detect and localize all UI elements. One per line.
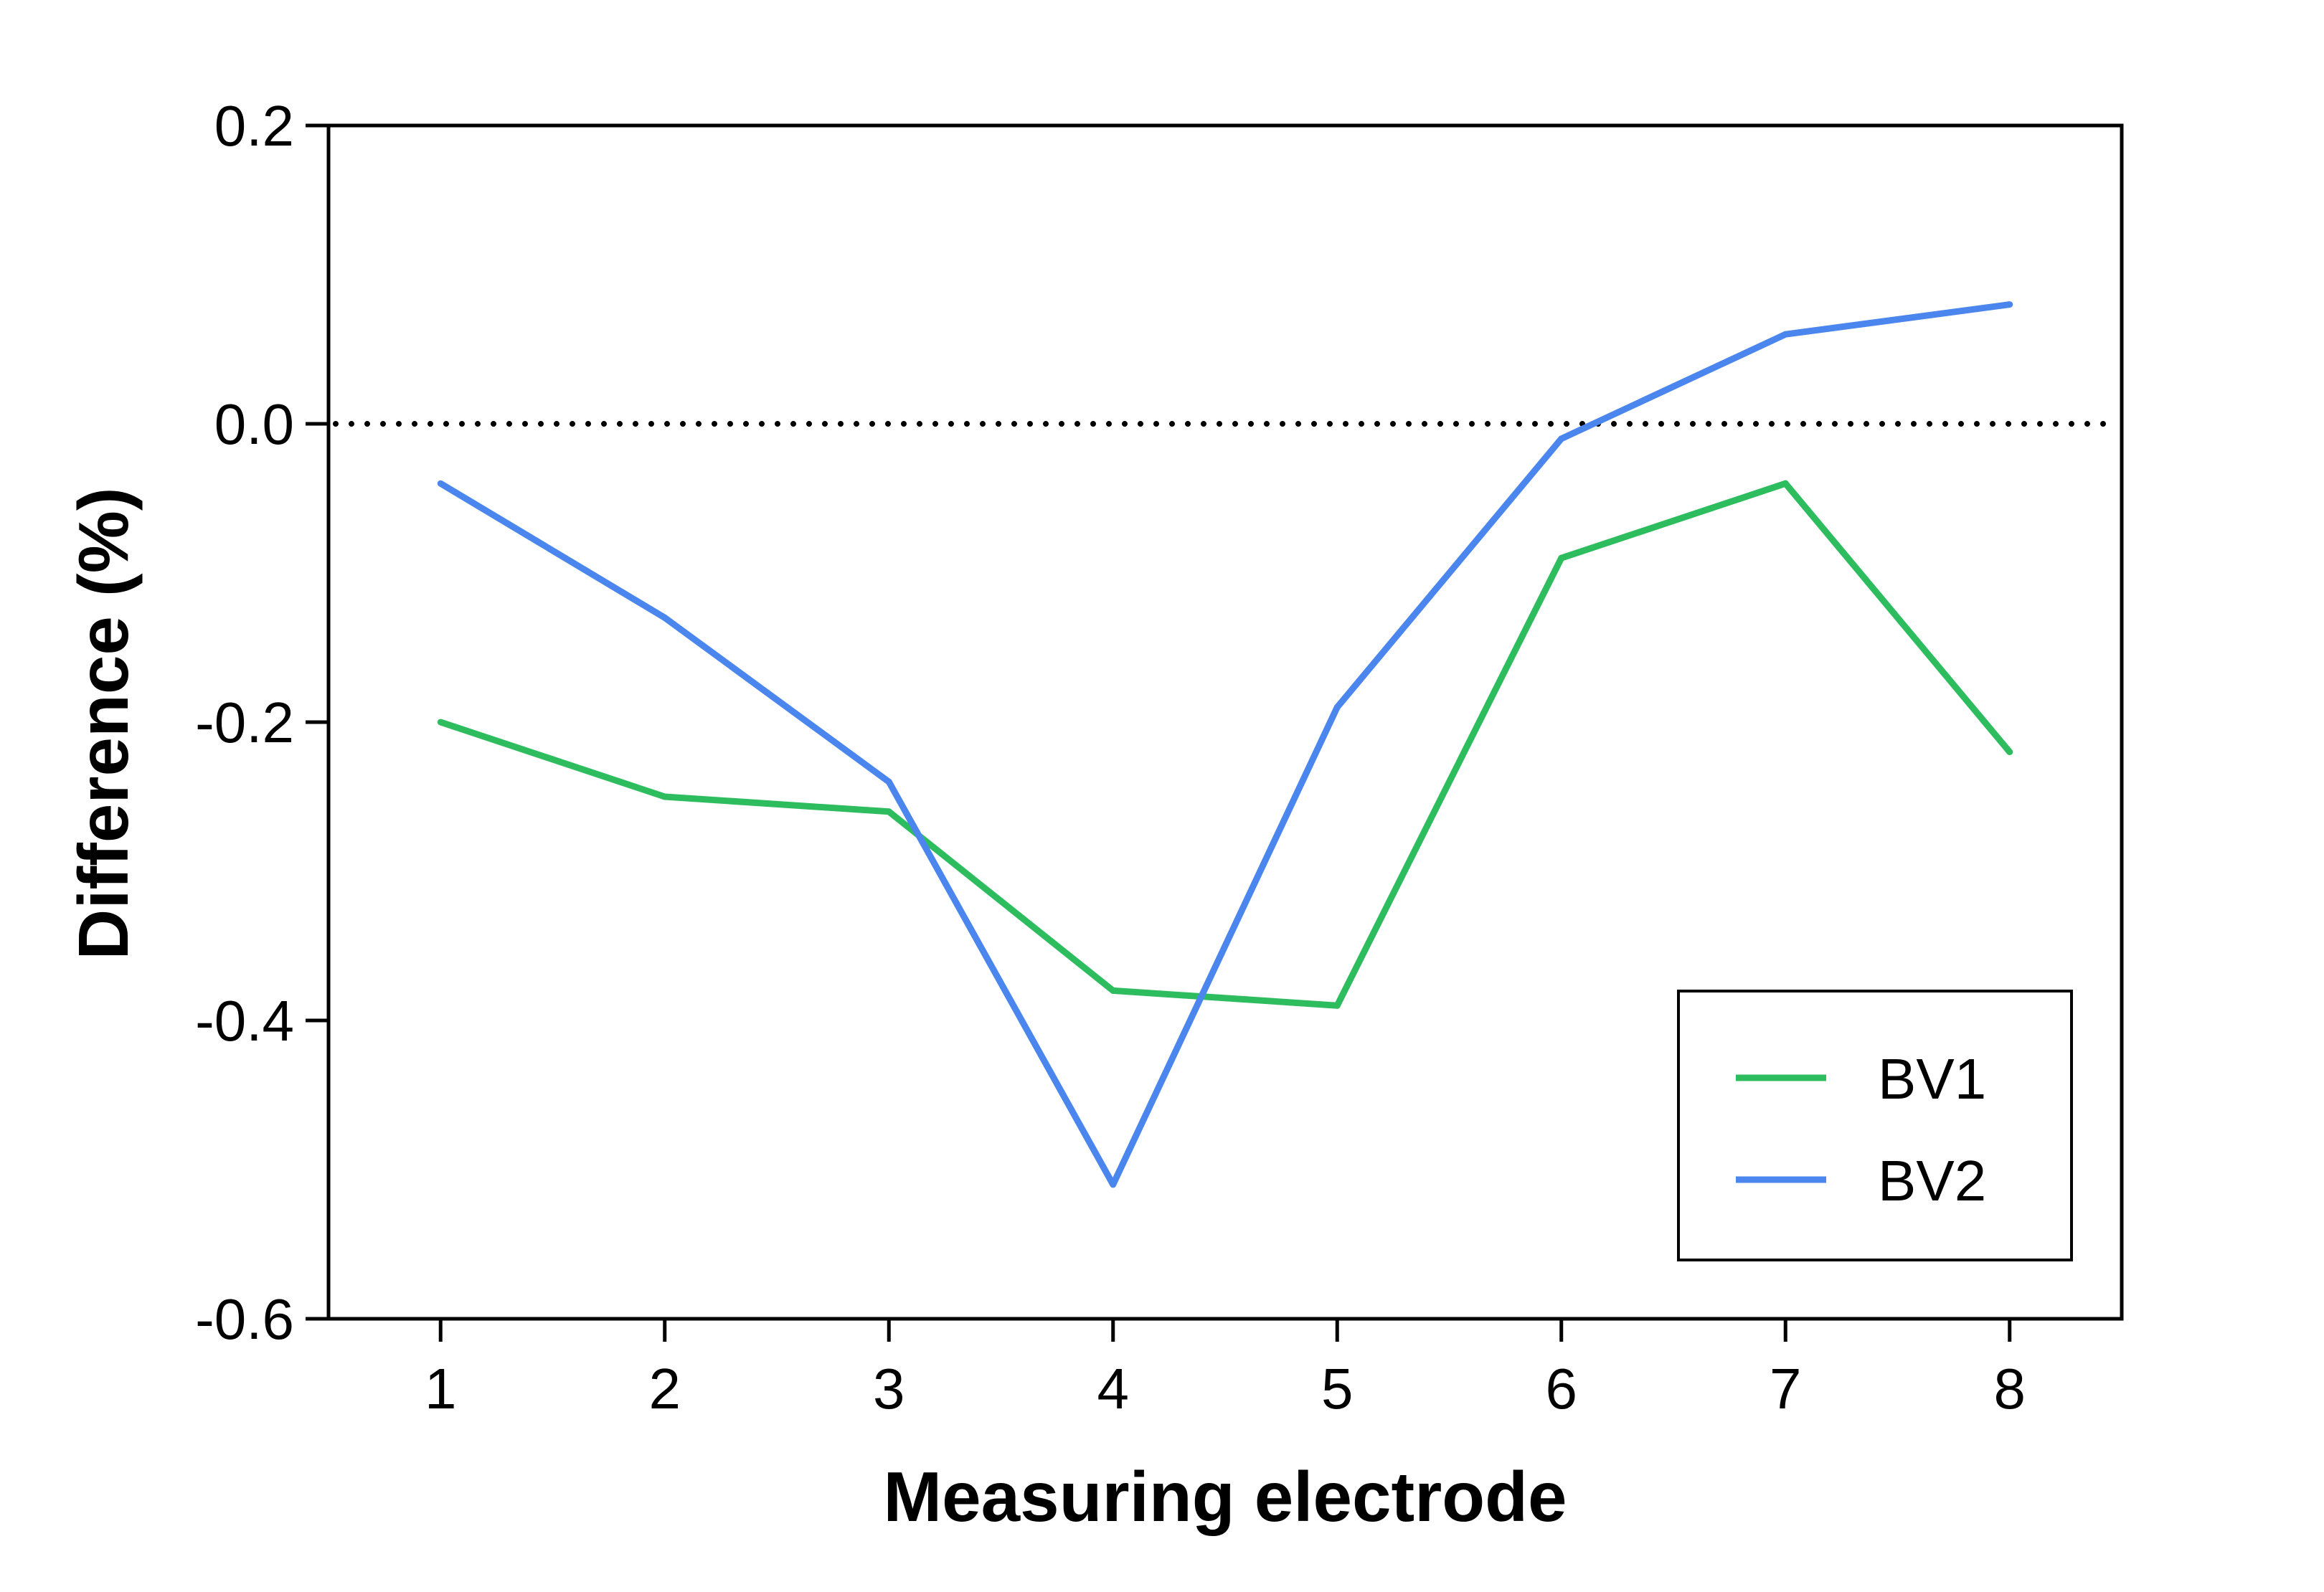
y-axis-title: Difference (%) xyxy=(64,488,143,960)
series-line-bv1 xyxy=(439,480,2013,1009)
data-point-bv2 xyxy=(437,480,444,487)
data-point-bv2 xyxy=(1333,703,1341,711)
data-point-bv1 xyxy=(885,808,892,815)
data-point-bv2 xyxy=(661,614,669,621)
y-tick-label: -0.4 xyxy=(195,989,294,1053)
y-tick-label: 0.0 xyxy=(214,392,294,456)
legend-label-bv1: BV1 xyxy=(1878,1047,1986,1111)
data-point-bv1 xyxy=(1110,987,1117,994)
data-point-bv1 xyxy=(437,719,444,726)
legend: BV1 BV2 xyxy=(1677,990,2073,1261)
x-tick-label: 3 xyxy=(873,1357,905,1421)
series-line-bv2 xyxy=(438,301,2011,1188)
data-point-bv2 xyxy=(1558,435,1565,442)
data-point-bv1 xyxy=(1782,480,1789,487)
data-point-bv1 xyxy=(2006,749,2013,756)
series-layer xyxy=(437,301,2013,1188)
x-axis-title: Measuring electrode xyxy=(883,1457,1567,1536)
data-point-bv2 xyxy=(885,778,892,785)
data-point-bv2 xyxy=(1782,331,1789,338)
x-tick-label: 8 xyxy=(1994,1357,2026,1421)
data-point-bv2 xyxy=(1110,1181,1117,1188)
data-point-bv1 xyxy=(1558,554,1565,562)
data-point-bv2 xyxy=(2006,301,2013,308)
y-tick-label: -0.6 xyxy=(195,1287,294,1351)
x-axis: 1 2 3 4 5 6 7 8 xyxy=(425,1319,2026,1421)
x-tick-label: 6 xyxy=(1546,1357,1578,1421)
y-tick-label: -0.2 xyxy=(195,691,294,754)
legend-box xyxy=(1677,990,2073,1261)
data-point-bv1 xyxy=(661,793,669,800)
x-tick-label: 1 xyxy=(425,1357,457,1421)
x-tick-label: 2 xyxy=(649,1357,681,1421)
x-tick-label: 5 xyxy=(1321,1357,1354,1421)
x-tick-label: 4 xyxy=(1097,1357,1130,1421)
y-axis: 0.2 0.0 -0.2 -0.4 -0.6 xyxy=(195,94,329,1351)
data-point-bv1 xyxy=(1333,1002,1341,1009)
x-tick-label: 7 xyxy=(1770,1357,1802,1421)
y-tick-label: 0.2 xyxy=(214,94,294,158)
legend-label-bv2: BV2 xyxy=(1878,1149,1986,1213)
